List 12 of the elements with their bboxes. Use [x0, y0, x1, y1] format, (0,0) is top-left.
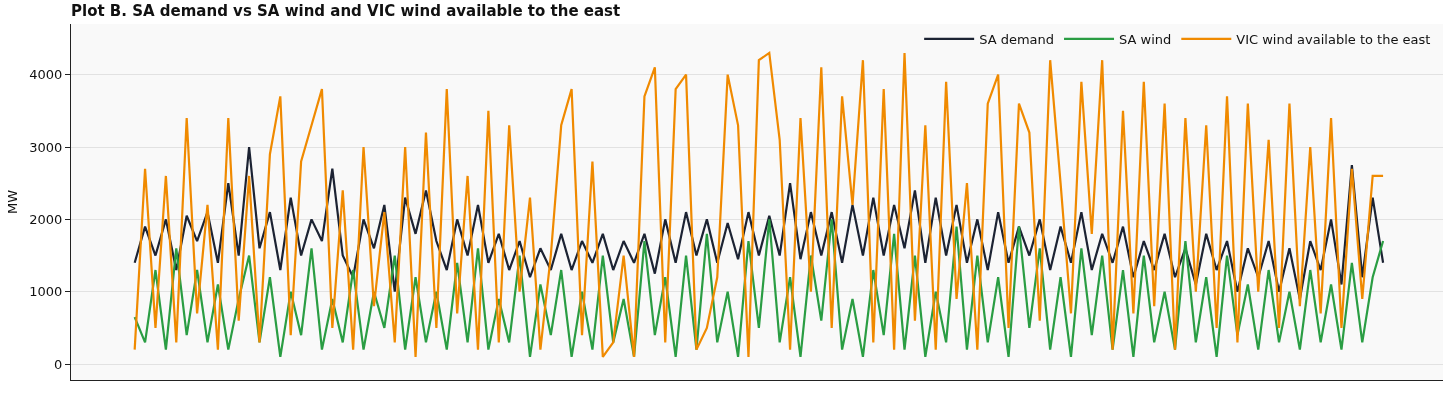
- y-tick-label: 1000: [29, 284, 63, 300]
- line-series: [133, 218, 1385, 358]
- y-tick-label: 3000: [29, 139, 63, 155]
- chart-title: Plot B. SA demand vs SA wind and VIC wind available to the east: [71, 2, 621, 21]
- legend-label: VIC wind available to the east: [1236, 32, 1431, 48]
- y-tick-label: 4000: [29, 67, 63, 83]
- line-series: [133, 51, 1385, 358]
- legend-label: SA demand: [979, 32, 1055, 48]
- y-tick-label: 0: [54, 356, 63, 372]
- legend-label: SA wind: [1119, 32, 1172, 48]
- y-axis-title: MW: [5, 189, 21, 215]
- y-tick-label: 2000: [29, 211, 63, 227]
